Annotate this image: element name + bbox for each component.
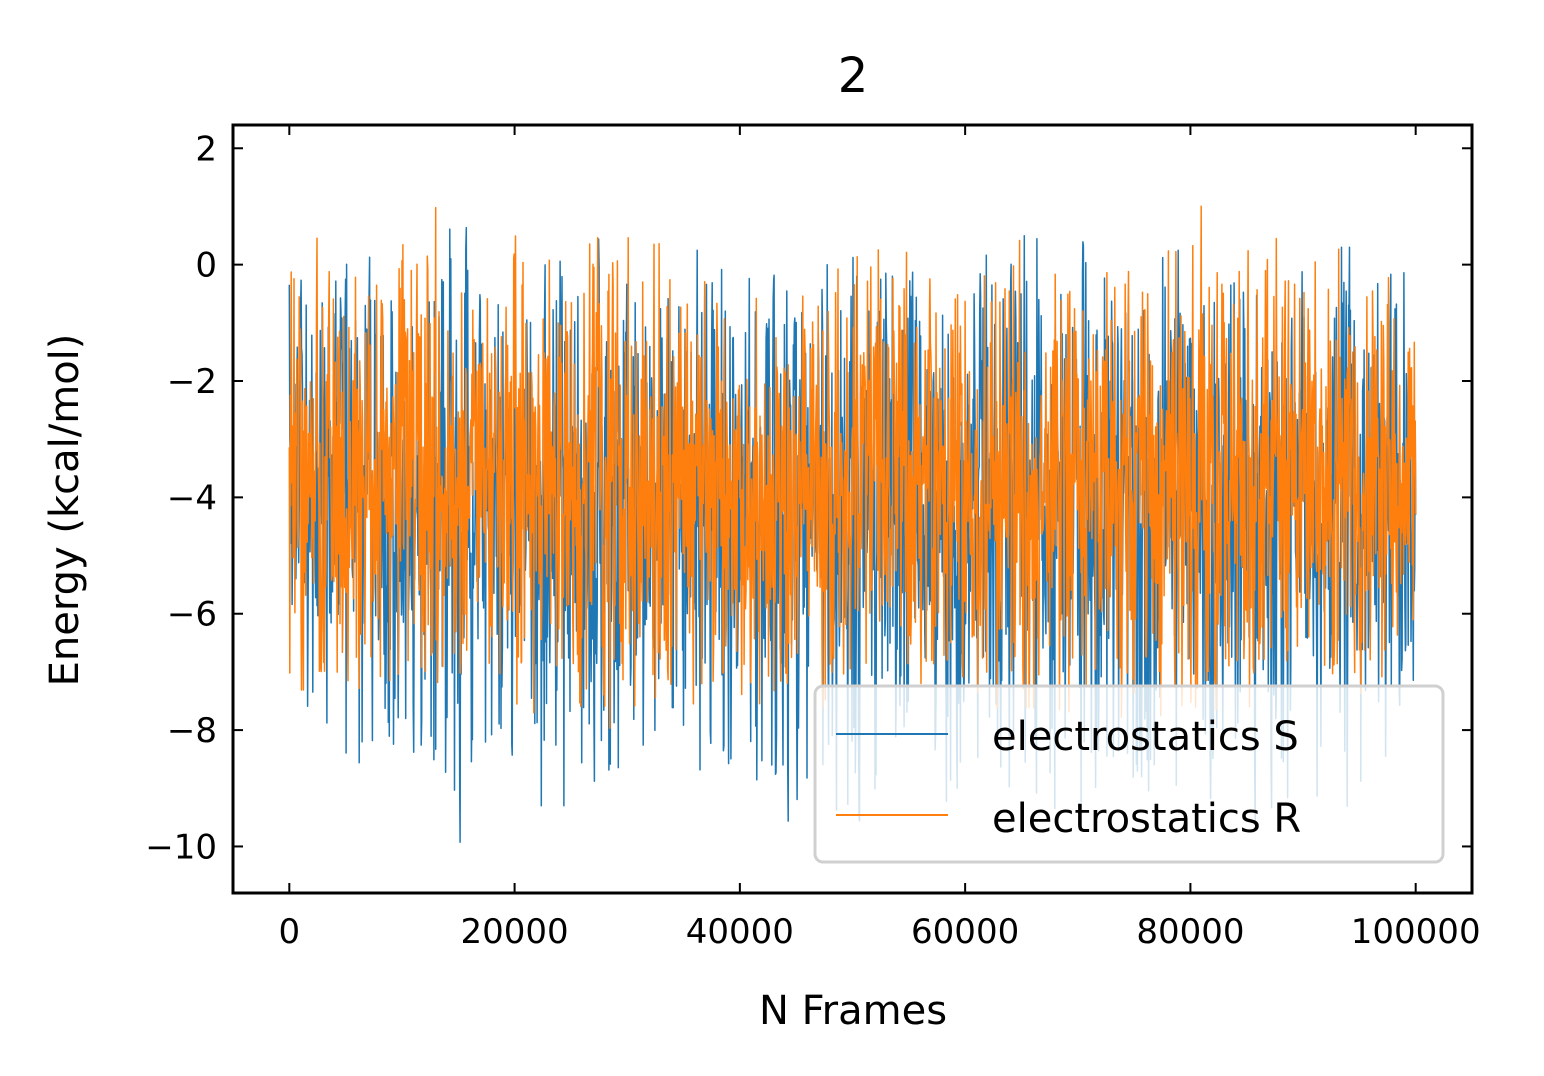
plot-area xyxy=(288,205,1417,843)
x-tick-label: 40000 xyxy=(686,912,794,952)
y-tick-label: −6 xyxy=(167,595,217,635)
legend-label-electrostatics-s: electrostatics S xyxy=(992,714,1299,760)
y-tick-label: 0 xyxy=(195,246,217,286)
chart-title: 2 xyxy=(838,48,869,104)
y-axis-label: Energy (kcal/mol) xyxy=(42,334,88,687)
y-tick-label: −4 xyxy=(167,478,217,518)
plot-frame xyxy=(231,123,1474,895)
x-axis-label: N Frames xyxy=(759,988,947,1034)
x-tick-label: 100000 xyxy=(1351,912,1481,952)
y-tick-label: −8 xyxy=(167,711,217,751)
x-tick-label: 60000 xyxy=(911,912,1019,952)
y-axis-ticks: 2 0 −2 −4 −6 −8 −10 xyxy=(145,129,1472,867)
x-tick-label: 80000 xyxy=(1136,912,1244,952)
x-tick-label: 0 xyxy=(278,912,300,952)
y-tick-label: 2 xyxy=(195,129,217,169)
legend: electrostatics S electrostatics R xyxy=(813,684,1445,864)
x-axis-ticks: 0 20000 40000 60000 80000 100000 xyxy=(278,125,1481,952)
y-tick-label: −2 xyxy=(167,362,217,402)
series-layer xyxy=(288,205,1417,843)
legend-box xyxy=(813,684,1445,864)
series-line-electrostatics-r xyxy=(288,205,1417,730)
x-tick-label: 20000 xyxy=(461,912,569,952)
y-tick-label: −10 xyxy=(145,827,217,867)
legend-label-electrostatics-r: electrostatics R xyxy=(992,796,1301,842)
